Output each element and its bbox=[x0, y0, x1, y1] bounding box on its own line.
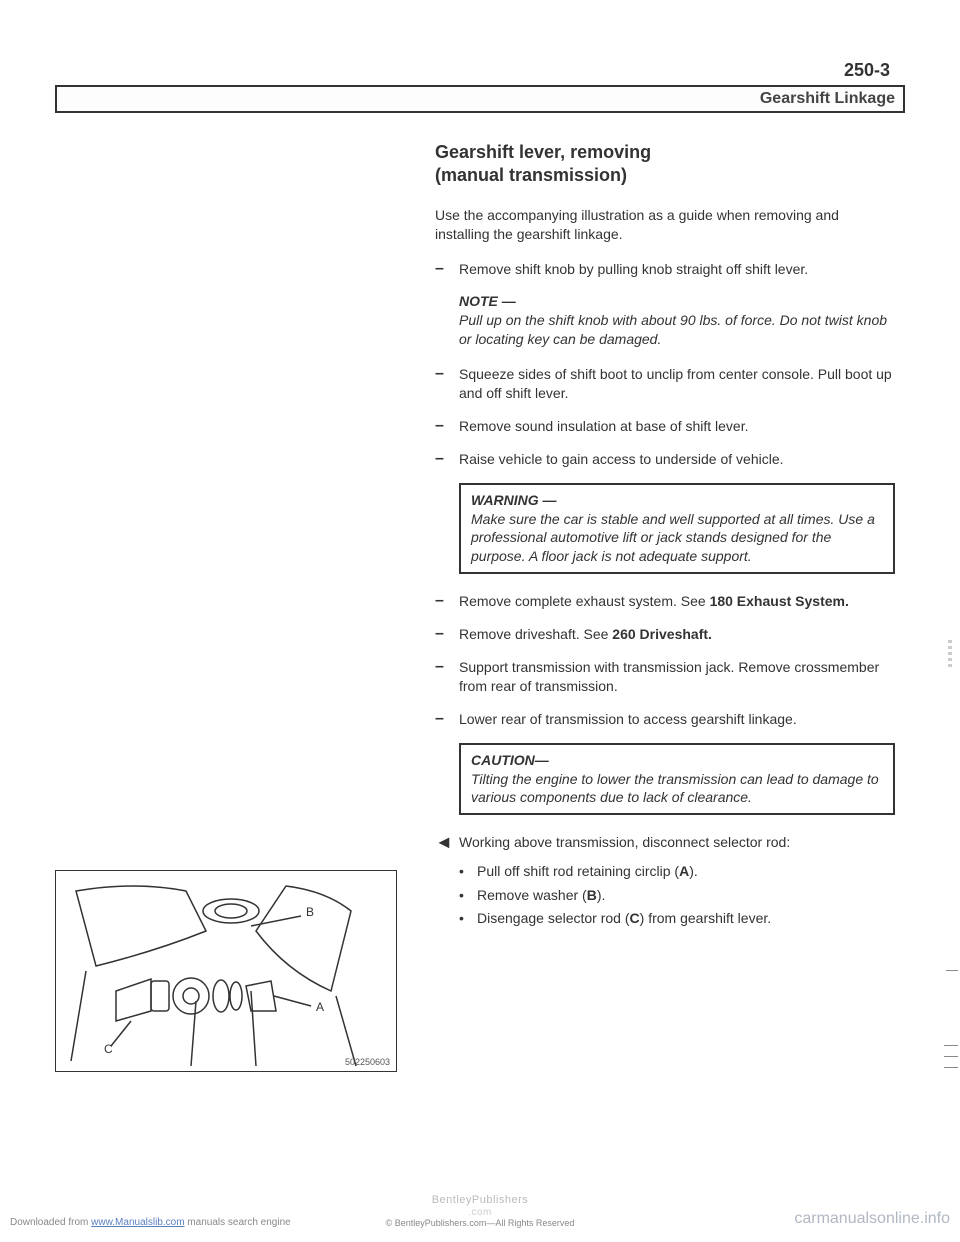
bullet-1: • Pull off shift rod retaining circlip (… bbox=[459, 862, 895, 882]
dash-icon: – bbox=[435, 365, 459, 403]
b1-post: ). bbox=[689, 863, 698, 879]
bullet-dot-icon: • bbox=[459, 862, 477, 882]
step-6-ref: 260 Driveshaft. bbox=[612, 626, 712, 642]
linkage-diagram-svg: A B C bbox=[56, 871, 396, 1071]
step-5: – Remove complete exhaust system. See 18… bbox=[435, 592, 895, 611]
step-2-text: Squeeze sides of shift boot to unclip fr… bbox=[459, 365, 895, 403]
b2-ref: B bbox=[587, 887, 597, 903]
b3-pre: Disengage selector rod ( bbox=[477, 910, 630, 926]
arrow-icon: ◄ bbox=[435, 833, 459, 852]
b2-post: ). bbox=[597, 887, 606, 903]
step-8-text: Lower rear of transmission to access gea… bbox=[459, 710, 895, 729]
bullet-dot-icon: • bbox=[459, 886, 477, 906]
step-7-text: Support transmission with transmission j… bbox=[459, 658, 895, 696]
step-6-text: Remove driveshaft. See 260 Driveshaft. bbox=[459, 625, 895, 644]
svg-text:A: A bbox=[316, 1000, 324, 1014]
b1-ref: A bbox=[679, 863, 689, 879]
bullet-2: • Remove washer (B). bbox=[459, 886, 895, 906]
step-5-ref: 180 Exhaust System. bbox=[710, 593, 849, 609]
step-3-text: Remove sound insulation at base of shift… bbox=[459, 417, 895, 436]
b2-pre: Remove washer ( bbox=[477, 887, 587, 903]
footer-left-post: manuals search engine bbox=[185, 1217, 291, 1228]
page-number: 250-3 bbox=[55, 60, 905, 81]
svg-text:B: B bbox=[306, 905, 314, 919]
dash-icon: – bbox=[435, 710, 459, 729]
caution-label: CAUTION— bbox=[471, 752, 549, 768]
margin-line bbox=[946, 970, 958, 1001]
step-7: – Support transmission with transmission… bbox=[435, 658, 895, 696]
b3-ref: C bbox=[630, 910, 640, 926]
dash-icon: – bbox=[435, 592, 459, 611]
footer-right: carmanualsonline.info bbox=[794, 1210, 950, 1228]
figure-id: 502250603 bbox=[345, 1057, 390, 1067]
footer-brand-name: BentleyPublishers bbox=[432, 1194, 529, 1206]
bullet-list: • Pull off shift rod retaining circlip (… bbox=[459, 862, 895, 929]
step-1: – Remove shift knob by pulling knob stra… bbox=[435, 260, 895, 279]
footer-brand-domain: .com bbox=[468, 1207, 492, 1218]
margin-dots bbox=[948, 640, 956, 670]
bullet-dot-icon: • bbox=[459, 909, 477, 929]
step-5-pre: Remove complete exhaust system. See bbox=[459, 593, 710, 609]
content-area: Gearshift lever, removing (manual transm… bbox=[435, 141, 905, 929]
step-4: – Raise vehicle to gain access to unders… bbox=[435, 450, 895, 469]
dash-icon: – bbox=[435, 450, 459, 469]
footer-link[interactable]: www.Manualslib.com bbox=[91, 1217, 184, 1228]
note-body: Pull up on the shift knob with about 90 … bbox=[459, 312, 887, 347]
footer-left: Downloaded from www.Manualslib.com manua… bbox=[10, 1217, 291, 1228]
section-title-line1: Gearshift lever, removing bbox=[435, 142, 651, 162]
step-4-text: Raise vehicle to gain access to undersid… bbox=[459, 450, 895, 469]
b3-post: ) from gearshift lever. bbox=[640, 910, 772, 926]
step-2: – Squeeze sides of shift boot to unclip … bbox=[435, 365, 895, 403]
caution-box: CAUTION— Tilting the engine to lower the… bbox=[459, 743, 895, 816]
step-1-text: Remove shift knob by pulling knob straig… bbox=[459, 260, 895, 279]
b1-pre: Pull off shift rod retaining circlip ( bbox=[477, 863, 679, 879]
dash-icon: – bbox=[435, 260, 459, 279]
note-label: NOTE — bbox=[459, 293, 516, 309]
section-title: Gearshift lever, removing (manual transm… bbox=[435, 141, 895, 188]
section-title-line2: (manual transmission) bbox=[435, 165, 627, 185]
dash-icon: – bbox=[435, 658, 459, 696]
step-6-pre: Remove driveshaft. See bbox=[459, 626, 612, 642]
step-3: – Remove sound insulation at base of shi… bbox=[435, 417, 895, 436]
header-section-title: Gearshift Linkage bbox=[55, 85, 905, 113]
dash-icon: – bbox=[435, 625, 459, 644]
bullet-3: • Disengage selector rod (C) from gearsh… bbox=[459, 909, 895, 929]
caution-body: Tilting the engine to lower the transmis… bbox=[471, 771, 879, 806]
warning-body: Make sure the car is stable and well sup… bbox=[471, 511, 875, 565]
svg-text:C: C bbox=[104, 1042, 113, 1056]
dash-icon: – bbox=[435, 417, 459, 436]
note-block: NOTE — Pull up on the shift knob with ab… bbox=[459, 292, 895, 349]
warning-label: WARNING — bbox=[471, 492, 557, 508]
step-5-text: Remove complete exhaust system. See 180 … bbox=[459, 592, 895, 611]
figure-illustration: A B C 502250603 bbox=[55, 870, 397, 1072]
margin-lines bbox=[944, 1045, 958, 1078]
step-8: – Lower rear of transmission to access g… bbox=[435, 710, 895, 729]
warning-box: WARNING — Make sure the car is stable an… bbox=[459, 483, 895, 575]
step-9-text: Working above transmission, disconnect s… bbox=[459, 833, 895, 852]
intro-text: Use the accompanying illustration as a g… bbox=[435, 206, 895, 244]
footer-left-pre: Downloaded from bbox=[10, 1217, 91, 1228]
footer: Downloaded from www.Manualslib.com manua… bbox=[0, 1194, 960, 1228]
step-6: – Remove driveshaft. See 260 Driveshaft. bbox=[435, 625, 895, 644]
step-9: ◄ Working above transmission, disconnect… bbox=[435, 833, 895, 852]
